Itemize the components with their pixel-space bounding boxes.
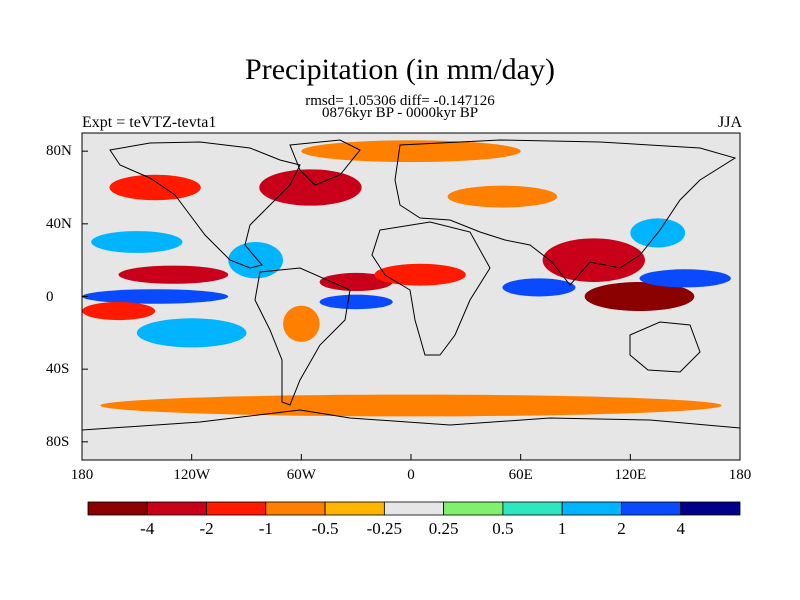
colorbar-label: -0.25 xyxy=(366,519,403,538)
anomaly-subtropical-npacific-wetting xyxy=(91,231,183,253)
x-tick-label: 60E xyxy=(508,467,533,483)
anomaly-west-pacific-wetting xyxy=(639,269,731,288)
anomaly-indian-ocean-wetting xyxy=(502,278,576,297)
north-america-coast xyxy=(109,141,301,269)
anomaly-south-atlantic-wetting xyxy=(319,294,393,310)
x-tick-label: 60W xyxy=(286,467,316,483)
experiment-label: Expt = teVTZ-tevta1 xyxy=(82,114,217,131)
colorbar-swatch xyxy=(621,501,682,516)
anomaly-maritime-continent-drying xyxy=(584,281,695,312)
australia-coast xyxy=(629,321,701,373)
greenland-coast xyxy=(289,139,361,186)
colorbar-swatch xyxy=(680,501,741,516)
colorbar-label: -1 xyxy=(258,519,273,538)
anomaly-south-america-drying xyxy=(283,305,320,342)
colorbar-swatch xyxy=(146,501,207,516)
eurasia-coast xyxy=(394,139,737,286)
colorbar-label: -0.5 xyxy=(311,519,339,538)
anomaly-arctic-drying xyxy=(301,140,521,163)
season-label: JJA xyxy=(717,114,742,131)
y-tick-label: 0 xyxy=(46,288,54,305)
colorbar-swatch xyxy=(87,501,148,516)
colorbar-label: 1 xyxy=(557,519,567,538)
y-tick-label: 80S xyxy=(46,433,70,450)
colorbar-label: 4 xyxy=(676,519,685,538)
axis-ticks xyxy=(81,150,741,460)
anomaly-southern-ocean-drying xyxy=(100,394,722,417)
anomaly-sahel-drying xyxy=(374,263,466,286)
colorbar xyxy=(87,501,741,516)
colorbar-swatch xyxy=(502,501,563,516)
anomaly-equatorial-pacific-wetting xyxy=(82,289,229,304)
y-tick-label: 40N xyxy=(46,215,72,232)
anomaly-eurasia-drying xyxy=(447,185,558,208)
colorbar-swatch xyxy=(383,501,445,516)
colorbar-swatch xyxy=(206,501,267,516)
coastlines xyxy=(82,139,740,431)
x-tick-label: 120W xyxy=(173,467,210,483)
x-tick-label: 180 xyxy=(728,467,752,483)
x-tick-label: 180 xyxy=(70,467,94,483)
anomaly-central-america-wetting xyxy=(228,241,284,279)
south-america-coast xyxy=(254,267,351,406)
chart-title: Precipitation (in mm/day) xyxy=(245,53,555,86)
anomaly-southeast-pacific-wetting xyxy=(136,318,247,348)
x-tick-label: 120E xyxy=(614,467,647,483)
y-tick-label: 80N xyxy=(46,143,72,160)
y-tick-label: 40S xyxy=(46,361,70,378)
colorbar-swatch xyxy=(443,501,504,516)
anomaly-asian-monsoon-drying xyxy=(542,238,645,282)
colorbar-swatch xyxy=(561,501,622,516)
anomaly-south-pacific-drying xyxy=(82,301,156,321)
anomaly-north-pacific-drying xyxy=(109,174,201,201)
antarctica-coast xyxy=(82,409,740,431)
colorbar-label: 2 xyxy=(617,519,626,538)
chart-period: 0876kyr BP - 0000kyr BP xyxy=(321,105,479,121)
anomaly-east-pacific-itcz-drying xyxy=(118,265,229,284)
colorbar-label: 0.25 xyxy=(428,519,459,538)
colorbar-label: -4 xyxy=(140,519,155,538)
colorbar-label: 0.5 xyxy=(492,519,514,538)
anomaly-north-atlantic-drying xyxy=(259,169,362,206)
colorbar-swatch xyxy=(324,501,385,516)
africa-coast xyxy=(371,221,491,356)
colorbar-swatch xyxy=(265,501,326,516)
colorbar-label: -2 xyxy=(199,519,214,538)
x-tick-label: 0 xyxy=(407,467,415,483)
anomaly-atlantic-itcz-drying xyxy=(319,272,393,292)
chart-stats: rmsd= 1.05306 diff= -0.147126 xyxy=(305,93,495,109)
